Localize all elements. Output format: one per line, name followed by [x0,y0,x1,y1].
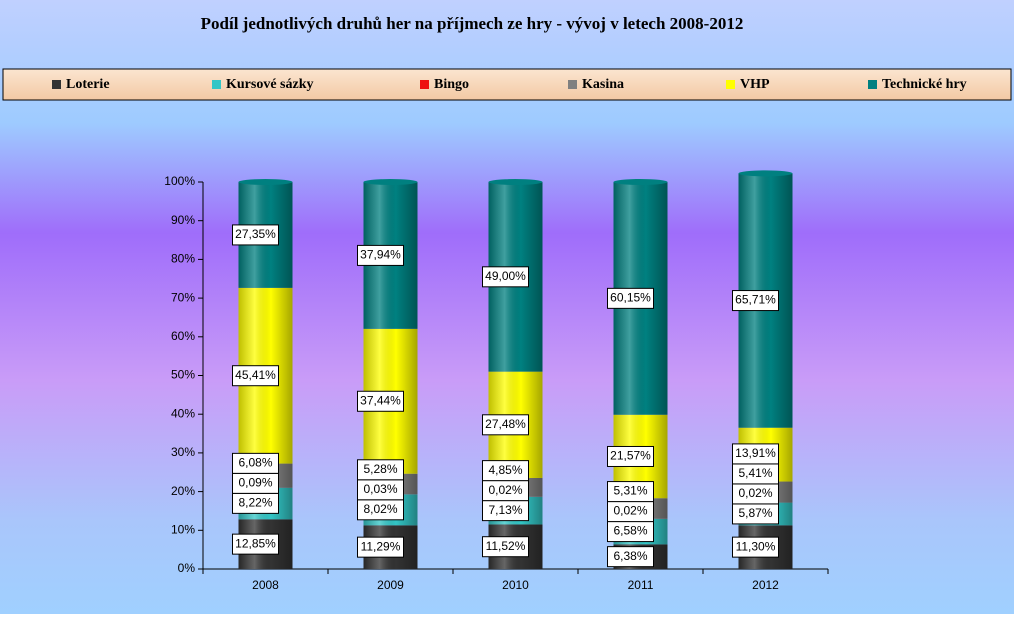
legend-swatch [420,80,429,89]
value-label: 27,35% [235,227,276,241]
legend-box [3,69,1011,100]
chart-title: Podíl jednotlivých druhů her na příjmech… [201,14,744,33]
legend-label: Loterie [66,77,110,92]
value-label: 0,02% [738,486,772,500]
y-tick-label: 0% [178,561,196,575]
y-tick-label: 70% [171,290,195,304]
value-label: 0,02% [613,504,647,518]
legend-label: Kasina [582,77,624,92]
value-label: 11,29% [361,539,401,553]
value-label: 6,38% [613,549,647,563]
value-label: 0,09% [238,476,272,490]
value-label: 60,15% [610,291,651,305]
value-label: 37,94% [360,248,401,262]
legend-swatch [726,80,735,89]
value-label: 37,44% [360,393,401,407]
value-label: 12,85% [235,536,276,550]
y-tick-label: 20% [171,484,195,498]
y-tick-label: 50% [171,368,195,382]
value-label: 5,87% [738,506,772,520]
legend-label: Kursové sázky [226,77,314,92]
legend-label: Bingo [434,77,469,92]
y-tick-label: 90% [171,213,195,227]
y-tick-label: 60% [171,329,195,343]
value-label: 5,31% [613,484,647,498]
bar-top [739,170,793,176]
legend-swatch [212,80,221,89]
value-label: 65,71% [735,293,776,307]
value-label: 0,02% [488,483,522,497]
bar-top [614,179,668,185]
value-label: 11,52% [486,539,526,553]
x-tick-label: 2011 [628,578,654,592]
y-tick-label: 40% [171,406,195,420]
value-label: 4,85% [488,463,522,477]
value-label: 5,41% [738,466,772,480]
bar-top [239,179,293,185]
x-tick-label: 2009 [377,578,404,592]
value-label: 6,08% [238,456,272,470]
value-label: 11,30% [736,539,776,553]
legend-label: Technické hry [882,77,967,92]
bar-top [364,179,418,185]
value-label: 8,22% [238,496,272,510]
value-label: 8,02% [363,502,397,516]
x-tick-label: 2012 [752,578,779,592]
x-tick-label: 2010 [502,578,529,592]
value-label: 7,13% [488,503,522,517]
y-tick-label: 10% [171,522,195,536]
legend-swatch [568,80,577,89]
y-tick-label: 30% [171,445,195,459]
value-label: 21,57% [610,449,651,463]
value-label: 49,00% [485,269,526,283]
value-label: 45,41% [235,368,276,382]
y-tick-label: 80% [171,252,195,266]
value-label: 27,48% [485,417,526,431]
value-label: 6,58% [613,524,647,538]
value-label: 13,91% [735,446,776,460]
legend-label: VHP [740,77,770,92]
y-tick-label: 100% [164,174,195,188]
legend-swatch [52,80,61,89]
bar-top [489,179,543,185]
x-tick-label: 2008 [252,578,279,592]
value-label: 5,28% [363,462,397,476]
value-label: 0,03% [363,482,397,496]
legend-swatch [868,80,877,89]
